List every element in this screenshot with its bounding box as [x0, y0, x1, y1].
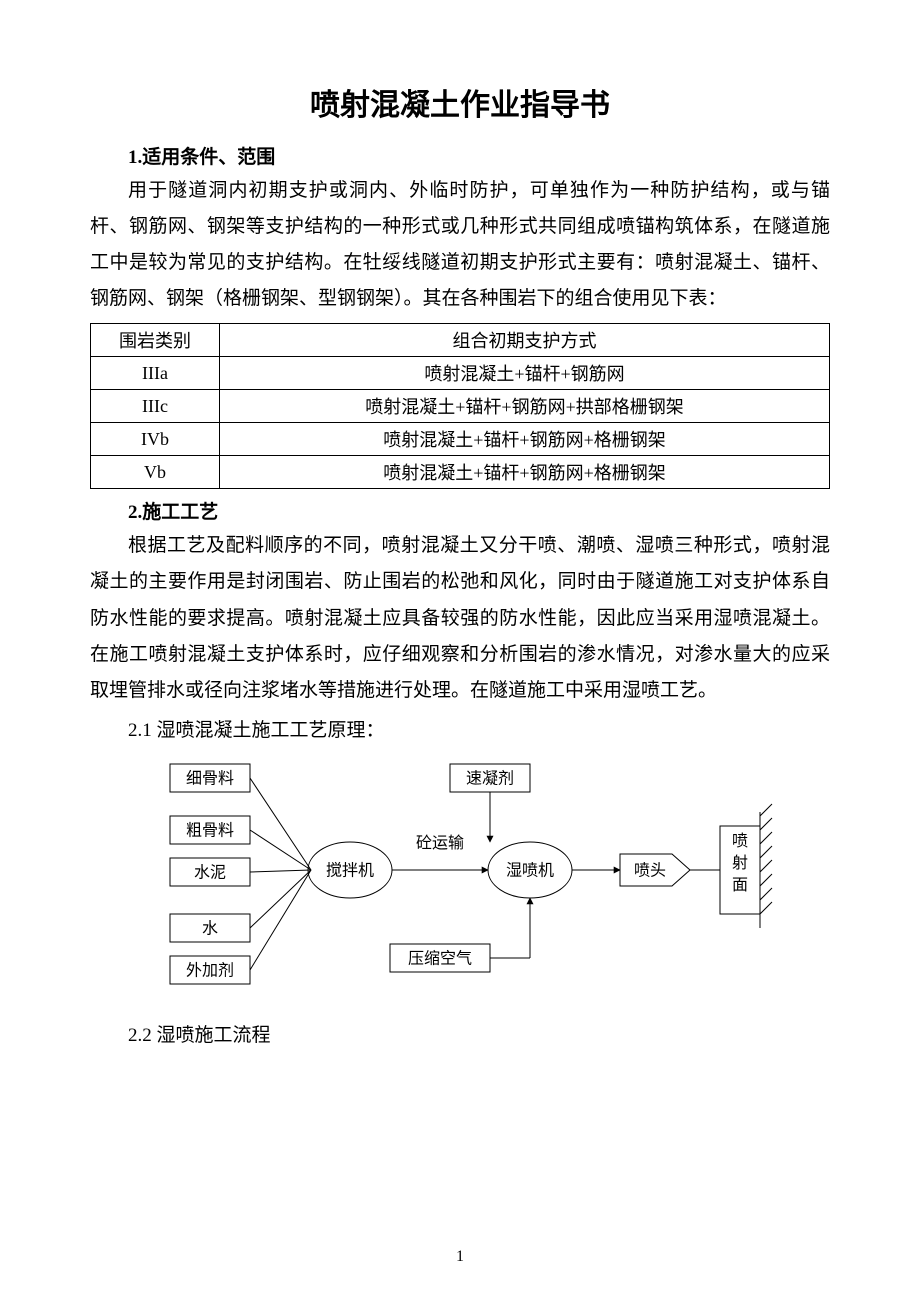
subsection-2-1-heading: 2.1 湿喷混凝土施工工艺原理：: [90, 715, 830, 742]
flow-line: [760, 846, 772, 858]
input-box-1-label: 粗骨料: [186, 821, 234, 839]
table-cell: 喷射混凝土+锚杆+钢筋网+拱部格栅钢架: [220, 390, 830, 423]
table-header-cell: 围岩类别: [91, 324, 220, 357]
flow-line: [760, 902, 772, 914]
flow-line: [760, 860, 772, 872]
compressed-air-box-label: 压缩空气: [408, 949, 472, 967]
table-header-row: 围岩类别 组合初期支护方式: [91, 324, 830, 357]
flow-line: [250, 778, 311, 870]
page-number: 1: [0, 1248, 920, 1266]
flow-line: [760, 874, 772, 886]
wet-spray-process-diagram: 细骨料粗骨料水泥水外加剂 速凝剂压缩空气 搅拌机 湿喷机 砼运输喷头 喷射面: [130, 754, 790, 1014]
table-cell: IVb: [91, 423, 220, 456]
spray-surface-label: 射: [732, 854, 748, 872]
spray-surface-label: 面: [732, 877, 748, 894]
table-row: Vb 喷射混凝土+锚杆+钢筋网+格栅钢架: [91, 456, 830, 489]
table-row: IIIc 喷射混凝土+锚杆+钢筋网+拱部格栅钢架: [91, 390, 830, 423]
accelerator-box-label: 速凝剂: [466, 769, 514, 787]
table-cell: IIIc: [91, 390, 220, 423]
flow-line: [760, 888, 772, 900]
table-header-cell: 组合初期支护方式: [220, 324, 830, 357]
table-cell: 喷射混凝土+锚杆+钢筋网+格栅钢架: [220, 456, 830, 489]
table-cell: 喷射混凝土+锚杆+钢筋网+格栅钢架: [220, 423, 830, 456]
section-1-paragraph: 用于隧道洞内初期支护或洞内、外临时防护，可单独作为一种防护结构，或与锚杆、钢筋网…: [90, 173, 830, 317]
mixer-node-label: 搅拌机: [326, 861, 374, 879]
table-cell: IIIa: [91, 357, 220, 390]
transport-label: 砼运输: [416, 834, 464, 852]
input-box-0-label: 细骨料: [186, 769, 234, 787]
flow-line: [760, 804, 772, 816]
flow-line: [760, 818, 772, 830]
flow-line: [760, 832, 772, 844]
section-2-heading: 2.施工工艺: [90, 497, 830, 524]
table-cell: Vb: [91, 456, 220, 489]
page: 喷射混凝土作业指导书 1.适用条件、范围 用于隧道洞内初期支护或洞内、外临时防护…: [0, 0, 920, 1302]
input-box-3-label: 水: [202, 919, 218, 937]
table-row: IVb 喷射混凝土+锚杆+钢筋网+格栅钢架: [91, 423, 830, 456]
spray-surface-label: 喷: [732, 832, 748, 850]
flow-line: [250, 870, 311, 872]
input-box-4-label: 外加剂: [186, 961, 234, 979]
table-row: IIIa 喷射混凝土+锚杆+钢筋网: [91, 357, 830, 390]
input-box-2-label: 水泥: [194, 863, 226, 881]
support-combination-table: 围岩类别 组合初期支护方式 IIIa 喷射混凝土+锚杆+钢筋网 IIIc 喷射混…: [90, 323, 830, 489]
flow-line: [250, 870, 311, 970]
nozzle-label: 喷头: [634, 861, 666, 879]
subsection-2-2-heading: 2.2 湿喷施工流程: [90, 1020, 830, 1047]
table-cell: 喷射混凝土+锚杆+钢筋网: [220, 357, 830, 390]
flow-line: [250, 830, 311, 870]
document-title: 喷射混凝土作业指导书: [90, 80, 830, 124]
section-1-heading: 1.适用条件、范围: [90, 142, 830, 169]
section-2-paragraph: 根据工艺及配料顺序的不同，喷射混凝土又分干喷、潮喷、湿喷三种形式，喷射混凝土的主…: [90, 528, 830, 708]
sprayer-node-label: 湿喷机: [506, 861, 554, 879]
